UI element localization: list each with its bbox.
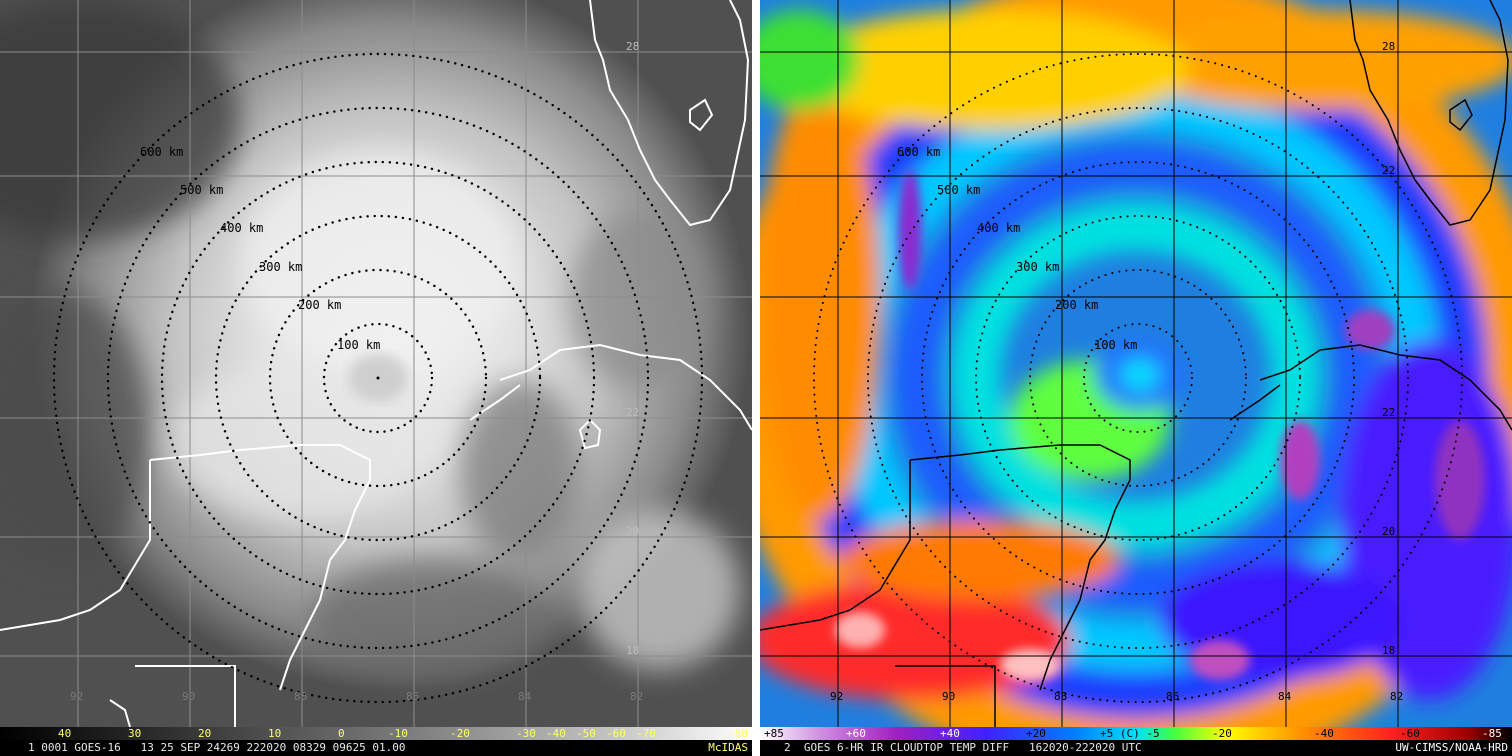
ir-image-panel: 100 km 200 km 300 km 400 km 500 km 600 k… [0, 0, 752, 756]
scale-tick: 30 [128, 727, 142, 740]
image-info-text: 1 0001 GOES-16 13 25 SEP 24269 222020 08… [28, 741, 406, 754]
lat-label-20: 20 [626, 525, 639, 538]
lon-label-82: 82 [630, 690, 643, 703]
scale-tick: 40 [58, 727, 72, 740]
lon-label-88: 88 [1054, 690, 1067, 703]
range-label-300: 300 km [1016, 260, 1059, 274]
temp-diff-image: 100 km 200 km 300 km 400 km 500 km 600 k… [760, 0, 1512, 727]
range-ring [1029, 269, 1247, 487]
lat-label-18: 18 [1382, 644, 1395, 657]
scale-tick: +20 [1026, 727, 1046, 740]
lon-label-86: 86 [406, 690, 419, 703]
lat-label-22: 22 [626, 406, 639, 419]
range-ring [214, 214, 542, 542]
range-label-400: 400 km [220, 221, 263, 235]
coastline [760, 0, 1512, 727]
range-label-300: 300 km [259, 260, 302, 274]
range-rings [813, 53, 1463, 703]
lon-label-86: 86 [1166, 690, 1179, 703]
lon-label-90: 90 [182, 690, 195, 703]
storm-center-marker [376, 376, 380, 380]
scale-tick: -60 [1400, 727, 1420, 740]
temperature-scale-bar: 40 30 20 10 0 -10 -20 -30 -40 -50 -60 -7… [0, 727, 752, 740]
range-ring [975, 215, 1301, 541]
scale-tick: -50 [576, 727, 596, 740]
image-status-bar: 2 GOES 6-HR IR CLOUDTOP TEMP DIFF 162020… [760, 740, 1512, 756]
range-rings [52, 52, 704, 704]
ir-image: 100 km 200 km 300 km 400 km 500 km 600 k… [0, 0, 752, 727]
image-status-bar: 1 0001 GOES-16 13 25 SEP 24269 222020 08… [0, 740, 752, 756]
source-label: UW-CIMSS/NOAA-HRD [1395, 741, 1508, 754]
range-ring [921, 161, 1355, 595]
lat-lon-grid [0, 0, 752, 727]
range-label-200: 200 km [298, 298, 341, 312]
range-ring [1083, 323, 1193, 433]
scale-tick: -40 [1314, 727, 1334, 740]
range-label-500: 500 km [937, 183, 980, 197]
lon-label-88: 88 [294, 690, 307, 703]
lon-label-84: 84 [1278, 690, 1292, 703]
range-label-200: 200 km [1055, 298, 1098, 312]
scale-tick: +5 (C) -5 [1100, 727, 1160, 740]
range-ring [813, 53, 1463, 703]
range-label-400: 400 km [977, 221, 1020, 235]
temp-diff-panel: 100 km 200 km 300 km 400 km 500 km 600 k… [760, 0, 1512, 756]
scale-tick: +60 [846, 727, 866, 740]
range-ring [322, 322, 434, 434]
range-label-500: 500 km [180, 183, 223, 197]
scale-tick: +85 [764, 727, 784, 740]
range-label-100: 100 km [1094, 338, 1137, 352]
range-ring [160, 160, 596, 596]
lon-label-92: 92 [830, 690, 843, 703]
range-ring [52, 52, 704, 704]
range-ring [268, 268, 488, 488]
lon-label-84: 84 [518, 690, 532, 703]
range-label-600: 600 km [897, 145, 940, 159]
scale-tick: -30 [516, 727, 536, 740]
range-ring [106, 106, 650, 650]
scale-tick: 0 [338, 727, 345, 740]
scale-tick: 10 [268, 727, 282, 740]
lat-label-20: 20 [1382, 525, 1395, 538]
range-ring [867, 107, 1409, 649]
scale-tick: -85 [1482, 727, 1502, 740]
range-label-100: 100 km [337, 338, 380, 352]
temp-diff-scale-bar: +85 +60 +40 +20 +5 (C) -5 -20 -40 -60 -8… [760, 727, 1512, 740]
scale-tick: -20 [1212, 727, 1232, 740]
lon-label-82: 82 [1390, 690, 1403, 703]
lon-label-92: 92 [70, 690, 83, 703]
image-info-text: 2 GOES 6-HR IR CLOUDTOP TEMP DIFF 162020… [784, 741, 1142, 754]
lat-label-18: 18 [626, 644, 639, 657]
scale-tick: +40 [940, 727, 960, 740]
lat-label-22: 22 [1382, 406, 1395, 419]
scale-tick: -80 [728, 727, 748, 740]
range-label-600: 600 km [140, 145, 183, 159]
lat-label-28: 28 [626, 40, 639, 53]
scale-tick: -20 [450, 727, 470, 740]
scale-tick: -10 [388, 727, 408, 740]
source-label: McIDAS [708, 741, 748, 754]
lon-label-90: 90 [942, 690, 955, 703]
lat-label-28: 28 [1382, 40, 1395, 53]
scale-tick: 20 [198, 727, 212, 740]
lat-label-22-upper: 22 [1382, 164, 1395, 177]
coastline [0, 0, 752, 727]
scale-tick: -40 [546, 727, 566, 740]
scale-tick: -70 [636, 727, 656, 740]
scale-tick: -60 [606, 727, 626, 740]
